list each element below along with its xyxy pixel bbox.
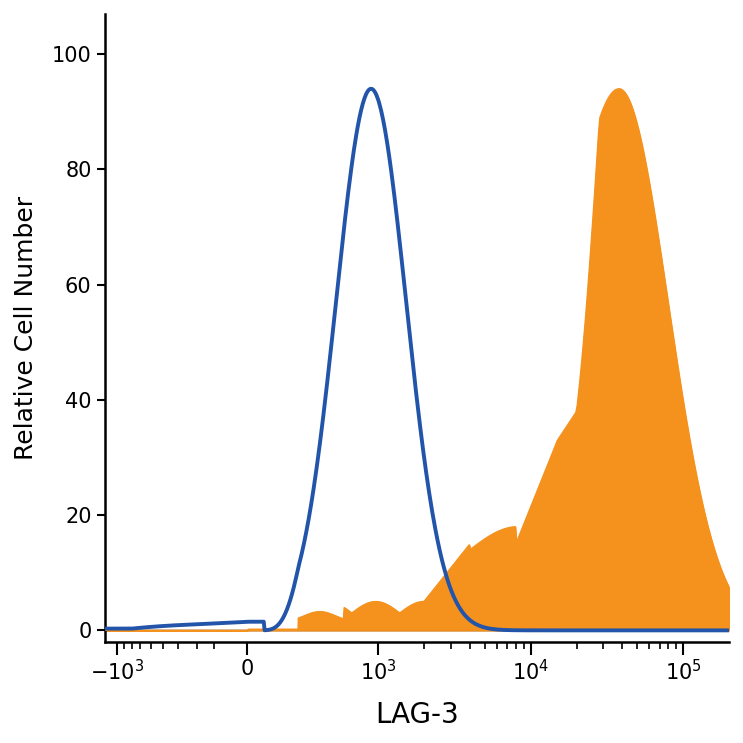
X-axis label: LAG-3: LAG-3 <box>375 701 458 729</box>
Y-axis label: Relative Cell Number: Relative Cell Number <box>14 196 38 460</box>
